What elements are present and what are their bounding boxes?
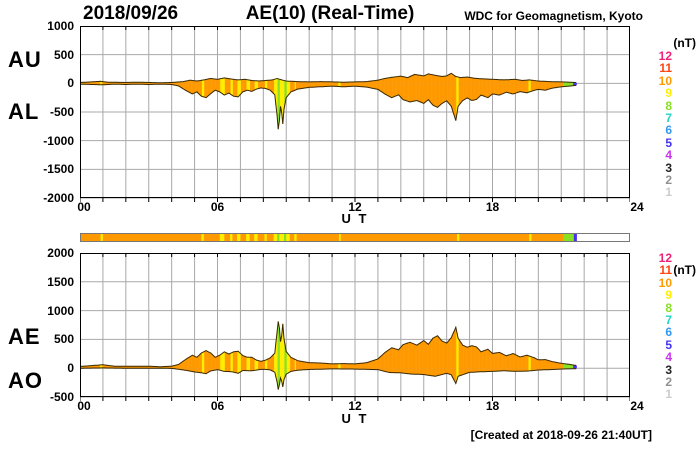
- series-outline-AO: [80, 367, 577, 390]
- legend-level-12: 12: [658, 251, 672, 265]
- legend-level-8: 8: [665, 300, 672, 315]
- legend-level-1: 1: [665, 185, 672, 200]
- legend-level-9: 9: [665, 86, 672, 101]
- created-timestamp-label: [Created at 2018-09-26 21:40UT]: [470, 428, 652, 442]
- x-tick-label: 24: [630, 200, 644, 214]
- legend-level-8: 8: [665, 98, 672, 113]
- legend-level-7: 7: [665, 110, 672, 125]
- bottom-panel-x-ticks: 00 06 12 18 24: [77, 399, 643, 413]
- legend-level-2: 2: [665, 172, 672, 187]
- y-tick-label: -500: [49, 390, 74, 404]
- bottom-panel-unit-label: (nT): [673, 263, 696, 277]
- x-tick-label: 12: [348, 399, 362, 413]
- legend-level-12: 12: [658, 49, 672, 63]
- legend-level-5: 5: [665, 337, 672, 352]
- y-tick-label: 1000: [47, 303, 74, 318]
- x-tick-label: 18: [485, 399, 500, 413]
- ae-axis-label: AE: [8, 324, 41, 349]
- top-panel-y-ticks: 1000 500 0 -500 -1000 -1500 -2000: [0, 19, 76, 205]
- ao-axis-label: AO: [8, 368, 43, 393]
- y-tick-label: 500: [53, 332, 74, 347]
- legend-level-5: 5: [665, 135, 672, 150]
- legend-level-6: 6: [665, 123, 672, 138]
- y-tick-label: -2000: [43, 191, 74, 205]
- x-tick-label: 18: [485, 200, 500, 214]
- x-tick-label: 06: [210, 200, 225, 214]
- legend-level-2: 2: [665, 374, 672, 389]
- y-tick-label: 1500: [47, 274, 74, 289]
- x-tick-label: 06: [210, 399, 225, 413]
- y-tick-label: -1000: [43, 133, 74, 148]
- credit-label: WDC for Geomagnetism, Kyoto: [464, 9, 643, 23]
- station-count-legend-top: 12 11 10 9 8 7 6 5 4 3 2 1: [648, 50, 672, 199]
- legend-level-4: 4: [665, 350, 672, 365]
- legend-level-7: 7: [665, 312, 672, 327]
- legend-level-11: 11: [659, 61, 672, 76]
- series-outline-AE: [80, 321, 577, 368]
- y-tick-label: -1500: [43, 162, 74, 177]
- x-tick-label: 00: [77, 200, 91, 214]
- date-label: 2018/09/26: [83, 3, 179, 24]
- x-tick-label: 24: [630, 399, 644, 413]
- bottom-panel-plot: [80, 253, 630, 401]
- y-tick-label: -500: [49, 105, 74, 119]
- top-panel-x-ticks: 00 06 12 18 24: [77, 200, 643, 214]
- bottom-panel-ut-label: U T: [341, 411, 369, 426]
- station-count-colorbar: [80, 233, 630, 242]
- legend-level-10: 10: [658, 275, 672, 290]
- legend-level-6: 6: [665, 325, 672, 340]
- x-tick-label: 00: [77, 399, 91, 413]
- legend-level-1: 1: [665, 387, 672, 402]
- x-tick-label: 12: [348, 200, 362, 214]
- y-tick-label: 1000: [47, 19, 74, 33]
- y-tick-label: 2000: [47, 246, 74, 260]
- top-panel-ut-label: U T: [341, 211, 369, 226]
- legend-level-3: 3: [665, 362, 672, 377]
- y-tick-label: 0: [67, 76, 74, 91]
- legend-level-10: 10: [658, 73, 672, 88]
- y-tick-label: 500: [53, 47, 74, 62]
- legend-level-11: 11: [659, 263, 672, 278]
- station-count-legend-bottom: 12 11 10 9 8 7 6 5 4 3 2 1: [648, 252, 672, 401]
- page-title: AE(10) (Real-Time): [245, 3, 415, 24]
- y-tick-label: 0: [67, 361, 74, 376]
- au-axis-label: AU: [8, 47, 42, 72]
- bottom-panel-y-ticks: 2000 1500 1000 500 0 -500: [0, 246, 76, 404]
- legend-level-9: 9: [665, 288, 672, 303]
- series-outline-AL: [80, 83, 577, 130]
- legend-level-3: 3: [665, 160, 672, 175]
- series-outline-AU: [80, 72, 577, 84]
- al-axis-label: AL: [8, 99, 40, 124]
- legend-level-4: 4: [665, 148, 672, 163]
- top-panel-unit-label: (nT): [673, 36, 696, 50]
- top-panel-plot: [80, 26, 630, 202]
